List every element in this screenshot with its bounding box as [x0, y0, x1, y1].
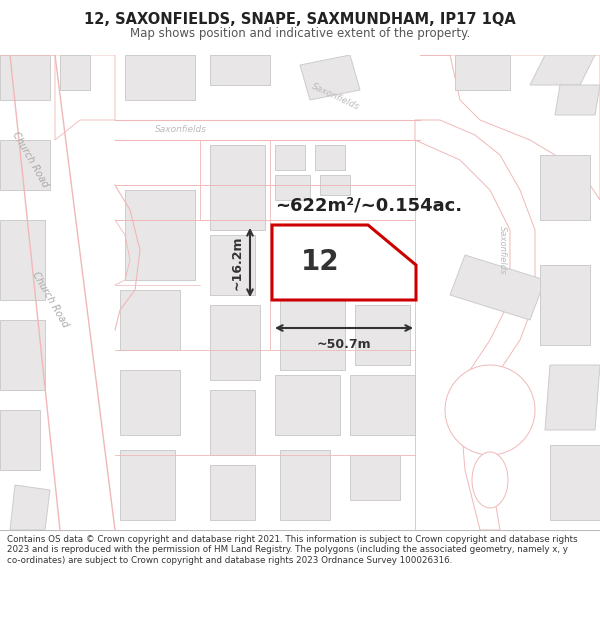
Text: Church Road: Church Road: [10, 131, 50, 189]
Polygon shape: [275, 175, 310, 200]
Polygon shape: [420, 55, 600, 200]
Polygon shape: [300, 55, 360, 100]
Polygon shape: [120, 370, 180, 435]
Polygon shape: [60, 55, 90, 90]
Polygon shape: [0, 55, 115, 530]
Polygon shape: [530, 55, 595, 85]
Polygon shape: [540, 155, 590, 220]
Polygon shape: [210, 55, 270, 85]
Polygon shape: [355, 305, 410, 365]
Polygon shape: [0, 140, 50, 190]
Text: Saxonfields: Saxonfields: [497, 226, 506, 274]
Polygon shape: [125, 55, 195, 100]
Polygon shape: [550, 445, 600, 520]
Polygon shape: [210, 145, 265, 230]
Polygon shape: [210, 235, 255, 295]
Polygon shape: [120, 450, 175, 520]
Polygon shape: [210, 390, 255, 455]
Polygon shape: [0, 410, 40, 470]
Text: Saxonfields: Saxonfields: [310, 82, 361, 112]
Polygon shape: [545, 365, 600, 430]
Text: 12, SAXONFIELDS, SNAPE, SAXMUNDHAM, IP17 1QA: 12, SAXONFIELDS, SNAPE, SAXMUNDHAM, IP17…: [84, 12, 516, 27]
Polygon shape: [280, 450, 330, 520]
Polygon shape: [445, 365, 535, 455]
Polygon shape: [120, 290, 180, 350]
Text: Map shows position and indicative extent of the property.: Map shows position and indicative extent…: [130, 27, 470, 39]
Polygon shape: [0, 55, 50, 100]
Polygon shape: [455, 55, 510, 90]
Text: Contains OS data © Crown copyright and database right 2021. This information is : Contains OS data © Crown copyright and d…: [7, 535, 578, 564]
Polygon shape: [350, 455, 400, 500]
Polygon shape: [472, 452, 508, 508]
Text: ~622m²/~0.154ac.: ~622m²/~0.154ac.: [275, 196, 462, 214]
Text: 12: 12: [301, 249, 340, 276]
Text: Church Road: Church Road: [30, 271, 70, 329]
Text: ~16.2m: ~16.2m: [231, 235, 244, 290]
Text: ~50.7m: ~50.7m: [317, 338, 371, 351]
Polygon shape: [415, 120, 535, 530]
Polygon shape: [0, 320, 45, 390]
Polygon shape: [280, 300, 345, 370]
Polygon shape: [10, 485, 50, 530]
Polygon shape: [555, 85, 600, 115]
Polygon shape: [320, 175, 350, 195]
Polygon shape: [275, 375, 340, 435]
Polygon shape: [350, 375, 415, 435]
Polygon shape: [450, 255, 545, 320]
Text: Saxonfields: Saxonfields: [155, 126, 207, 134]
Polygon shape: [125, 190, 195, 280]
Polygon shape: [210, 305, 260, 380]
Polygon shape: [540, 265, 590, 345]
Polygon shape: [275, 145, 305, 170]
Polygon shape: [272, 225, 416, 300]
Polygon shape: [315, 145, 345, 170]
Polygon shape: [0, 220, 45, 300]
Polygon shape: [210, 465, 255, 520]
Polygon shape: [55, 55, 115, 140]
